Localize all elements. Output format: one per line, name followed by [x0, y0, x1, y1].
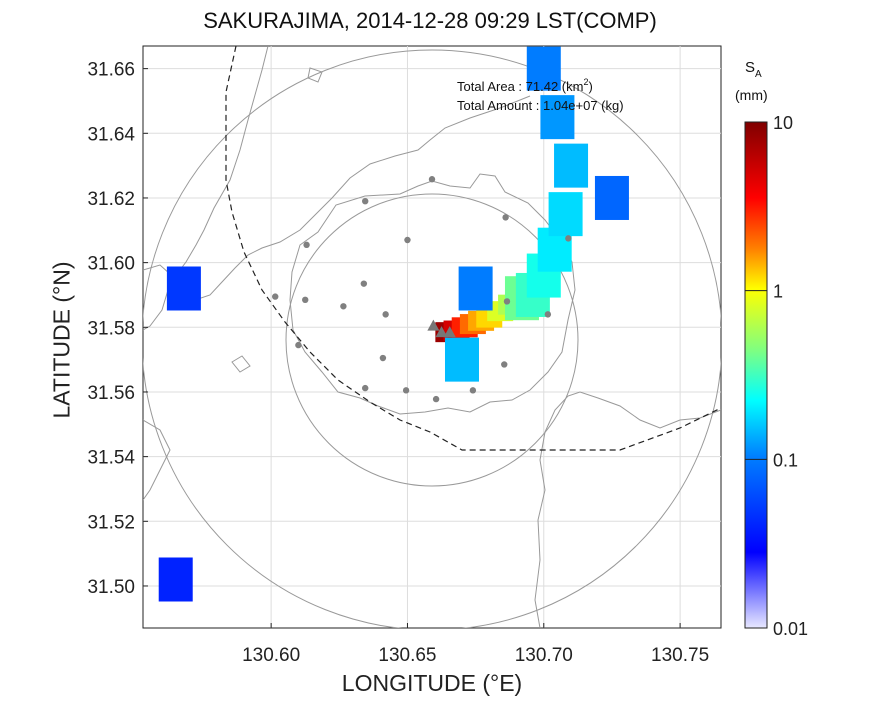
- figure-title: SAKURAJIMA, 2014-12-28 09:29 LST(COMP): [203, 8, 657, 33]
- station-marker: [362, 384, 369, 392]
- vent-marker: [427, 319, 440, 331]
- colorbar-ticks: 10 1 0.1 0.01: [745, 113, 808, 639]
- plume-cell: [548, 192, 583, 237]
- colorbar-tick-label: 1: [773, 282, 783, 302]
- colorbar-title: SA: [745, 59, 762, 80]
- station-marker: [402, 387, 410, 394]
- y-tick-label: 31.54: [87, 448, 135, 469]
- y-tick-label: 31.58: [87, 318, 135, 339]
- colorbar-tick-label: 0.01: [773, 619, 808, 639]
- total-amount-annotation: Total Amount : 1.04e+07 (kg): [457, 98, 624, 113]
- plot-frame: [142, 45, 722, 629]
- station-marker: [544, 311, 552, 318]
- colorbar-tick-label: 10: [773, 113, 793, 133]
- station-marker: [379, 354, 387, 362]
- vent-marker: [443, 326, 456, 338]
- x-tick-label: 130.75: [651, 645, 709, 666]
- station-marker: [340, 303, 347, 310]
- station-marker: [432, 395, 440, 403]
- station-marker: [502, 214, 509, 221]
- plume-cell: [526, 46, 561, 91]
- colorbar-tick-label: 0.1: [773, 450, 798, 470]
- station-marker: [428, 176, 436, 183]
- plume-cell: [166, 266, 201, 311]
- station-marker: [360, 280, 368, 287]
- station-marker: [565, 235, 572, 242]
- x-tick-label: 130.70: [515, 645, 573, 666]
- ash-deposit-plume: [158, 46, 629, 602]
- y-tick-label: 31.64: [87, 124, 135, 145]
- grid-lines: [143, 46, 721, 628]
- station-marker: [272, 293, 279, 300]
- station-marker: [382, 311, 389, 318]
- station-marker: [501, 361, 508, 368]
- inner-range-ring: [285, 193, 579, 487]
- y-tick-label: 31.50: [87, 577, 135, 598]
- station-marker: [362, 198, 369, 205]
- plume-cell: [554, 143, 589, 188]
- y-tick-label: 31.52: [87, 512, 135, 533]
- volcano-vents: [427, 319, 456, 338]
- y-axis-ticks: 31.66 31.64 31.62 31.60 31.58 31.56 31.54 31.52…: [87, 60, 148, 598]
- plume-cell: [458, 266, 493, 311]
- plume-cell: [540, 95, 575, 140]
- plume-cell: [594, 175, 629, 220]
- plume-cell: [158, 557, 193, 602]
- station-marker: [469, 387, 477, 394]
- colorbar: [744, 121, 768, 629]
- observation-stations: [272, 176, 572, 403]
- coastline-southwest: [143, 419, 171, 501]
- coastline-east: [534, 391, 721, 628]
- boundary-dashed-line: [225, 46, 721, 451]
- coastline-bay-islands: [231, 67, 323, 373]
- outer-range-ring: [143, 49, 721, 628]
- total-area-annotation: Total Area : 71.42 (km2): [457, 77, 593, 94]
- station-marker: [295, 341, 302, 349]
- coastline-sakurajima: [289, 173, 576, 415]
- x-tick-label: 130.60: [242, 645, 300, 666]
- plume-cell: [444, 337, 479, 382]
- station-marker: [302, 296, 309, 304]
- colorbar-unit: (mm): [735, 87, 768, 103]
- vent-marker: [435, 326, 448, 338]
- station-marker: [503, 298, 511, 305]
- x-axis-ticks: 130.60 130.65 130.70 130.75: [242, 623, 709, 666]
- x-axis-title: LONGITUDE (°E): [341, 670, 523, 696]
- coastline-north: [171, 46, 531, 306]
- station-marker: [303, 241, 310, 249]
- y-tick-label: 31.56: [87, 383, 135, 404]
- y-tick-label: 31.60: [87, 254, 135, 275]
- station-marker: [404, 236, 411, 244]
- x-tick-label: 130.65: [378, 645, 436, 666]
- y-tick-label: 31.62: [87, 189, 135, 210]
- y-tick-label: 31.66: [87, 60, 135, 81]
